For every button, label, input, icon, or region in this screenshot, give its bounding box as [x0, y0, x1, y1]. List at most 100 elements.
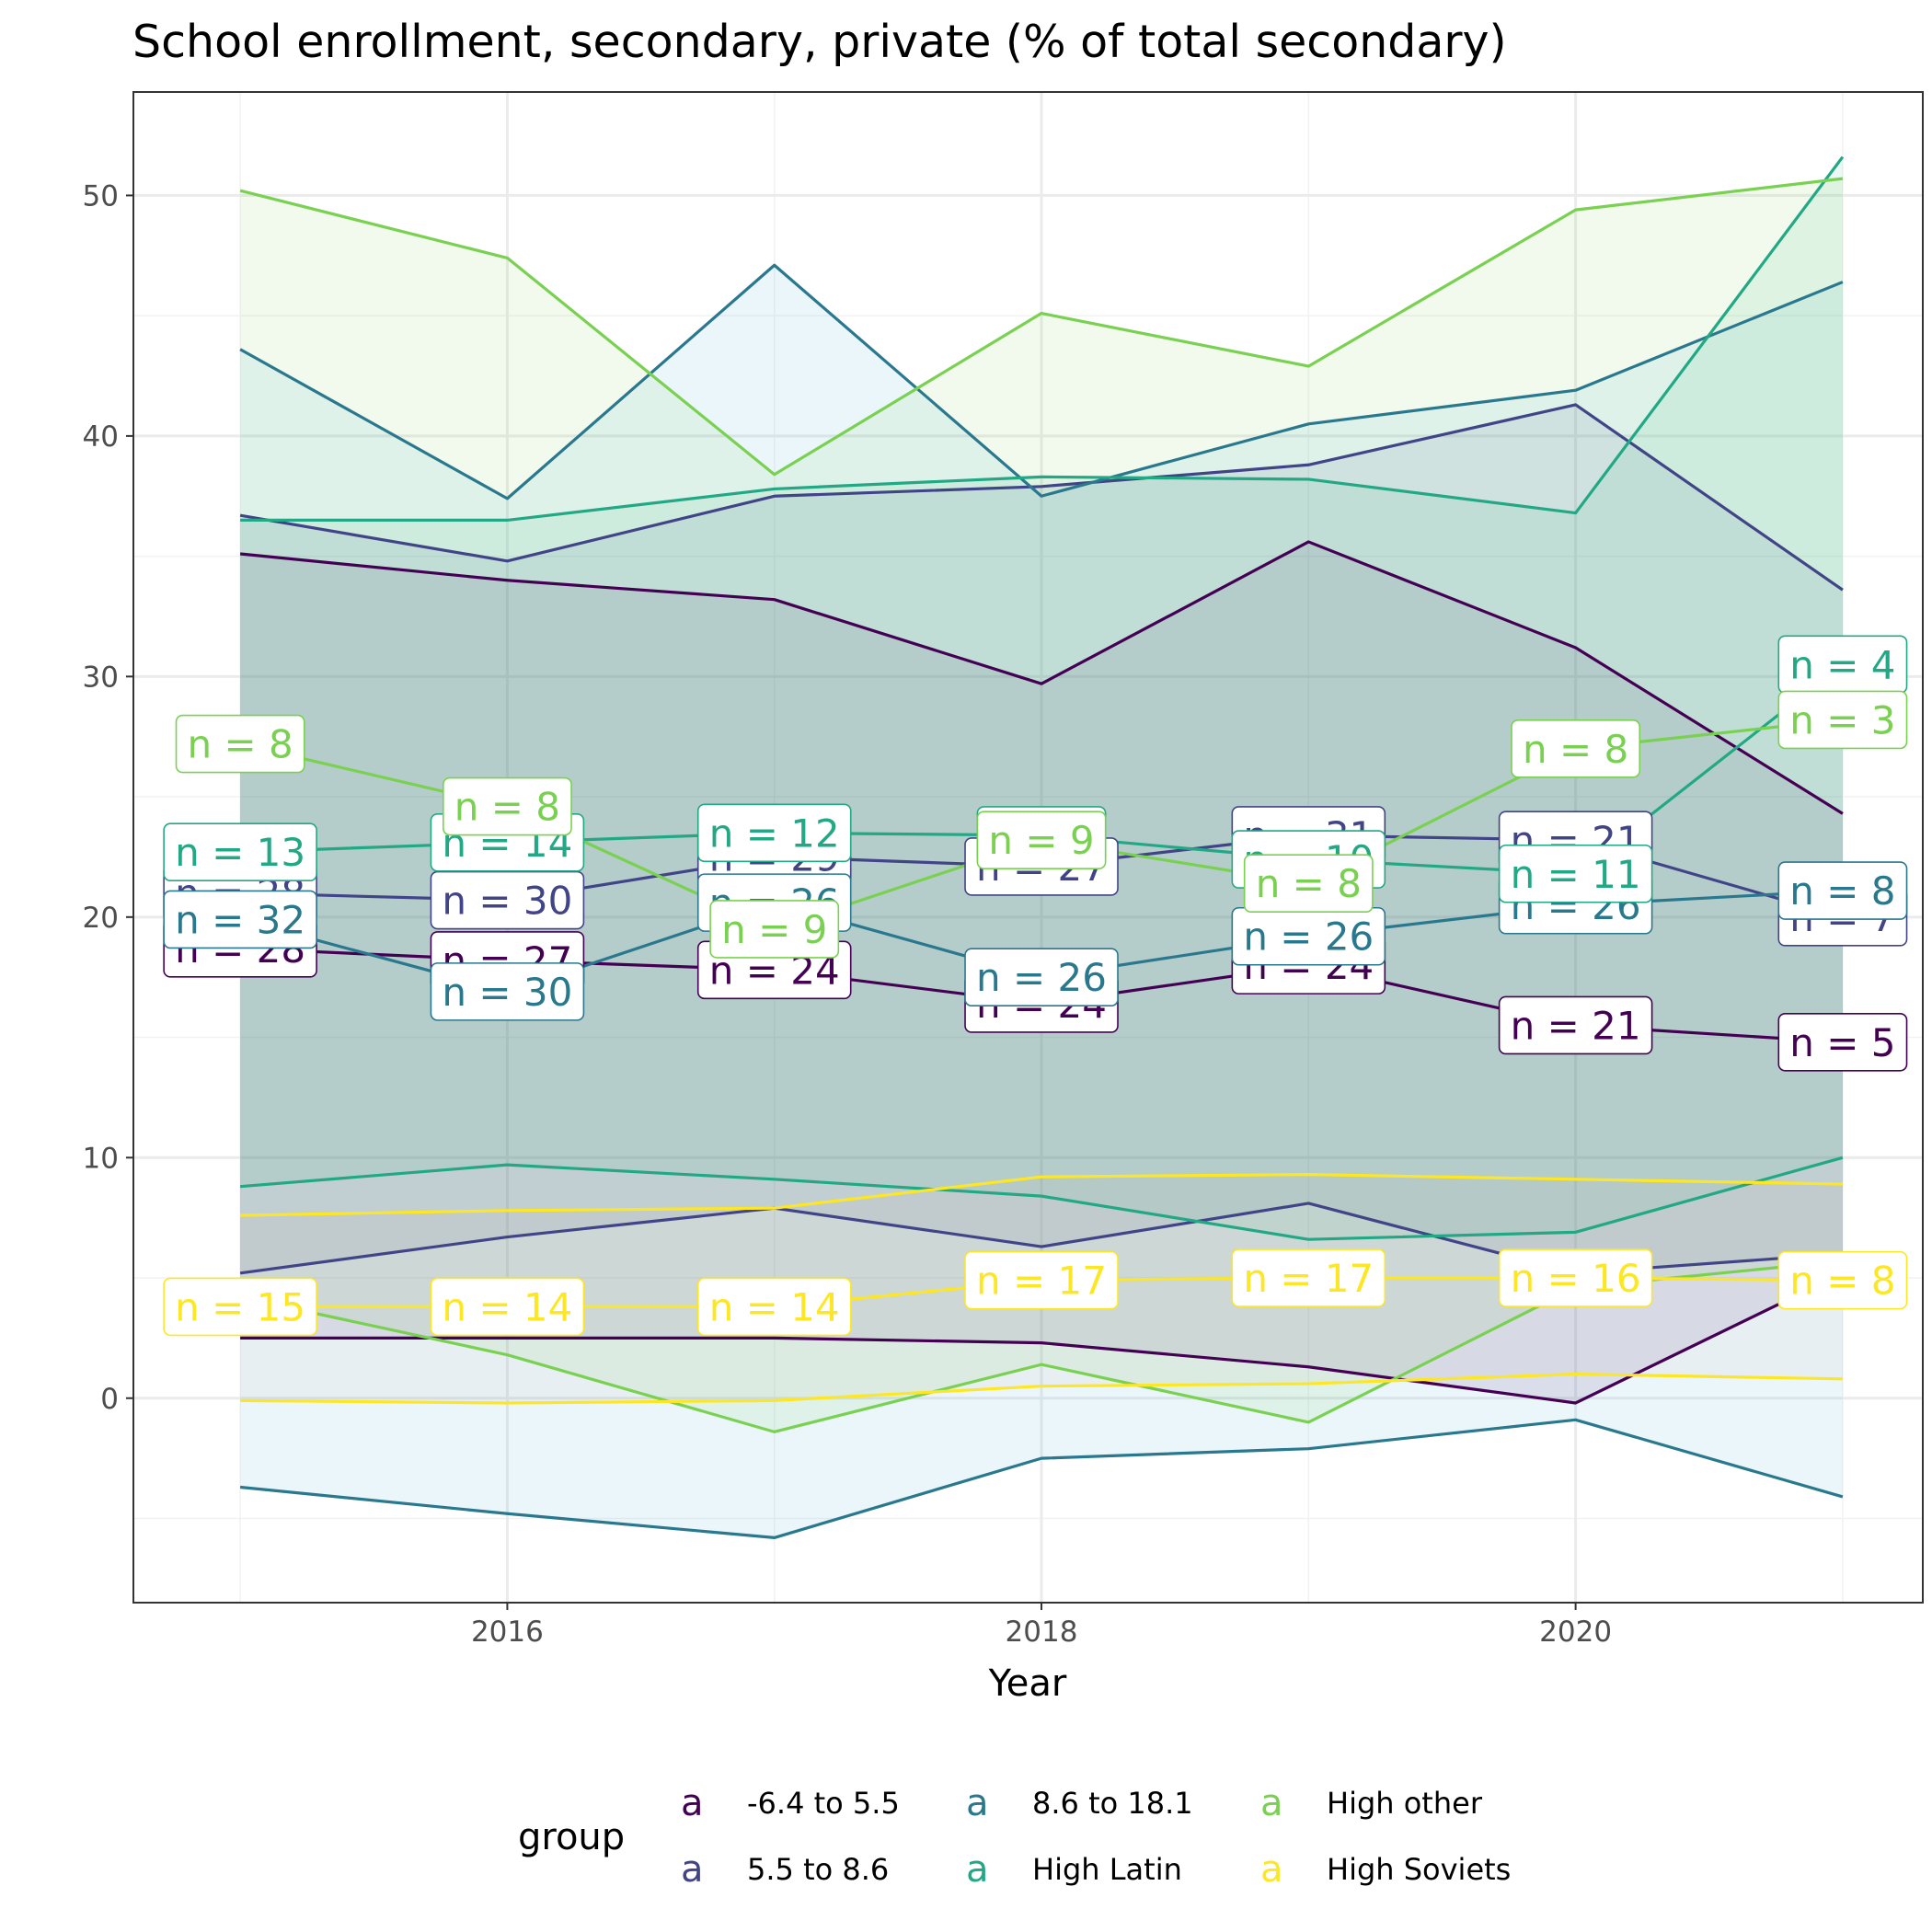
upper-line-series-3 — [240, 155, 1845, 523]
n-label: n = 4 — [1777, 635, 1908, 695]
lower-line-series-3 — [239, 1156, 1844, 1241]
chart-title: School enrollment, secondary, private (%… — [132, 16, 1507, 68]
n-label-box — [163, 890, 317, 949]
n-label-box — [1777, 1012, 1908, 1072]
n-label: n = 9 — [709, 900, 840, 959]
n-labels: n = 28n = 27n = 24n = 24n = 24n = 21n = … — [163, 635, 1908, 1337]
n-label-text: n = 8 — [1256, 861, 1362, 906]
n-label-text: n = 5 — [1789, 1020, 1895, 1065]
n-label-text: n = 12 — [709, 811, 840, 856]
n-label-text: n = 26 — [1243, 914, 1374, 960]
legend-label: 5.5 to 8.6 — [747, 1852, 889, 1887]
n-label: n = 8 — [175, 714, 305, 774]
n-label-text: n = 32 — [175, 897, 305, 942]
n-label: n = 26 — [964, 948, 1119, 1006]
upper-line-series-2 — [239, 263, 1844, 500]
n-label-text: n = 17 — [976, 1259, 1107, 1304]
n-label: n = 11 — [1498, 844, 1653, 903]
band-series-4 — [240, 178, 1843, 1432]
n-label-box — [1777, 690, 1908, 750]
n-label-text: n = 8 — [188, 722, 293, 767]
n-label-text: n = 8 — [1789, 1259, 1895, 1304]
y-tick-label: 40 — [83, 420, 119, 454]
n-label-text: n = 14 — [709, 1284, 840, 1329]
n-label-box — [1777, 1250, 1908, 1310]
n-label-text: n = 17 — [1243, 1256, 1374, 1301]
n-label: n = 30 — [430, 870, 585, 930]
n-label: n = 13 — [163, 822, 317, 882]
n-label-box — [1231, 1248, 1386, 1307]
n-label-box — [443, 776, 572, 836]
n-label-text: n = 3 — [1789, 697, 1895, 742]
y-tick-label: 0 — [100, 1383, 119, 1416]
x-tick-label: 2018 — [1006, 1616, 1078, 1649]
legend-label: -6.4 to 5.5 — [747, 1786, 900, 1821]
n-label-text: n = 16 — [1511, 1256, 1641, 1301]
band-series-3 — [240, 156, 1843, 1240]
n-label-text: n = 14 — [442, 1284, 572, 1329]
legend-label: High Latin — [1032, 1852, 1182, 1887]
legend-label: High other — [1327, 1786, 1483, 1821]
y-tick-label: 20 — [83, 902, 119, 935]
n-label-box — [163, 1277, 317, 1337]
n-label-text: n = 8 — [1789, 868, 1895, 914]
y-tick-label: 50 — [83, 179, 119, 213]
n-label: n = 8 — [1243, 854, 1374, 914]
n-label: n = 8 — [1511, 719, 1641, 778]
upper-line-series-4 — [239, 177, 1844, 477]
legend-label: 8.6 to 18.1 — [1032, 1786, 1193, 1821]
n-label: n = 15 — [163, 1277, 317, 1337]
n-label-text: n = 26 — [976, 955, 1107, 1000]
y-tick-label: 30 — [83, 661, 119, 694]
n-label-box — [696, 1277, 852, 1337]
upper-line-series-5 — [240, 1172, 1843, 1217]
n-label: n = 26 — [1231, 906, 1386, 966]
lower-line-series-0 — [240, 1271, 1844, 1405]
n-label: n = 32 — [163, 890, 317, 949]
n-label-text: n = 8 — [1523, 727, 1628, 772]
n-label-box — [175, 714, 305, 774]
n-label: n = 8 — [1777, 1250, 1908, 1310]
y-tick-label: 10 — [83, 1142, 119, 1175]
n-label-box — [1498, 1248, 1653, 1307]
legend-key: a — [966, 1782, 989, 1824]
n-label: n = 9 — [976, 811, 1107, 869]
confidence-bands — [240, 156, 1843, 1538]
n-label: n = 8 — [1777, 861, 1908, 920]
n-label: n = 17 — [1231, 1248, 1386, 1307]
n-label: n = 17 — [964, 1250, 1119, 1310]
n-label-box — [1498, 995, 1653, 1055]
grid — [133, 92, 1923, 1603]
legend-label: High Soviets — [1327, 1852, 1511, 1887]
n-label: n = 16 — [1498, 1248, 1653, 1307]
n-label-text: n = 21 — [1511, 1003, 1641, 1048]
n-label: n = 3 — [1777, 690, 1908, 750]
n-label-box — [1511, 719, 1641, 778]
n-label-box — [1777, 861, 1908, 920]
n-label-box — [709, 900, 840, 959]
x-axis-title: Year — [988, 1662, 1067, 1705]
legend-key: a — [966, 1848, 989, 1891]
upper-line-series-1 — [239, 403, 1844, 592]
n-label: n = 14 — [430, 1277, 585, 1337]
n-label-text: n = 15 — [175, 1284, 305, 1329]
n-label-text: n = 30 — [442, 879, 572, 924]
n-label: n = 30 — [430, 962, 585, 1021]
n-label-text: n = 9 — [721, 907, 827, 952]
n-label-text: n = 8 — [454, 785, 560, 830]
legend-key: a — [681, 1848, 704, 1891]
n-label-text: n = 9 — [988, 818, 1094, 863]
n-label-text: n = 13 — [175, 830, 305, 875]
n-label-box — [430, 962, 585, 1021]
x-tick-label: 2020 — [1539, 1616, 1612, 1649]
n-label: n = 14 — [696, 1277, 852, 1337]
x-axis: 2016 2018 2020 — [471, 1603, 1612, 1649]
y-axis: 0 10 20 30 40 50 — [83, 179, 133, 1416]
n-label-box — [964, 948, 1119, 1006]
lower-line-series-2 — [239, 1418, 1844, 1540]
upper-line-series-0 — [239, 540, 1844, 815]
legend-key: a — [1260, 1848, 1283, 1891]
n-label-box — [976, 811, 1107, 869]
n-label-box — [964, 1250, 1119, 1310]
